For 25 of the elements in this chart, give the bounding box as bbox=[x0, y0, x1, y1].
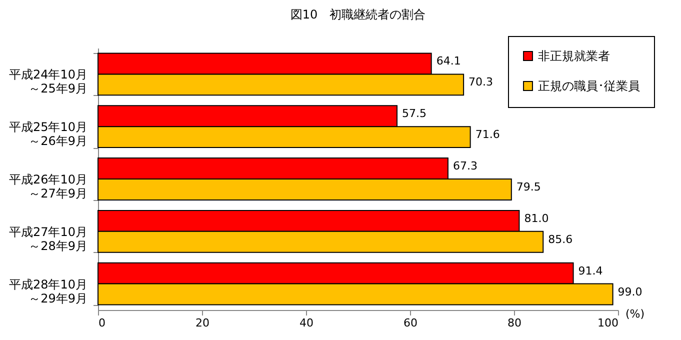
data-label: 81.0 bbox=[524, 212, 549, 225]
data-label: 64.1 bbox=[436, 54, 461, 68]
data-label: 91.4 bbox=[578, 264, 603, 278]
x-tick-label: 40 bbox=[300, 316, 314, 330]
data-label: 79.5 bbox=[516, 180, 541, 194]
data-label: 57.5 bbox=[402, 107, 426, 120]
data-label: 71.6 bbox=[475, 128, 500, 142]
y-tick-label: 平成26年10月～27年9月 bbox=[8, 172, 88, 200]
y-tick-label: 平成28年10月～29年9月 bbox=[8, 277, 88, 306]
x-tick-label: 80 bbox=[508, 316, 522, 330]
chart-title: 図10 初職継続者の割合 bbox=[290, 8, 426, 22]
data-label: 70.3 bbox=[468, 76, 494, 89]
x-axis-title: (%) bbox=[626, 308, 645, 320]
x-tick-label: 20 bbox=[196, 316, 210, 330]
x-tick-label: 60 bbox=[404, 316, 418, 330]
y-tick-label: 平成25年10月～26年9月 bbox=[8, 120, 88, 148]
data-label: 67.3 bbox=[452, 160, 478, 173]
y-tick-label: 平成27年10月～28年9月 bbox=[8, 224, 88, 253]
data-label: 85.6 bbox=[548, 232, 573, 246]
legend-label: 正規の職員･従業員 bbox=[538, 79, 640, 93]
y-tick-label: 平成24年10月～25年9月 bbox=[8, 68, 88, 96]
x-tick-label: 100 bbox=[598, 316, 618, 330]
x-tick-label: 0 bbox=[98, 316, 106, 330]
legend-label: 非正規就業者 bbox=[538, 49, 610, 63]
data-label: 99.0 bbox=[618, 285, 642, 298]
